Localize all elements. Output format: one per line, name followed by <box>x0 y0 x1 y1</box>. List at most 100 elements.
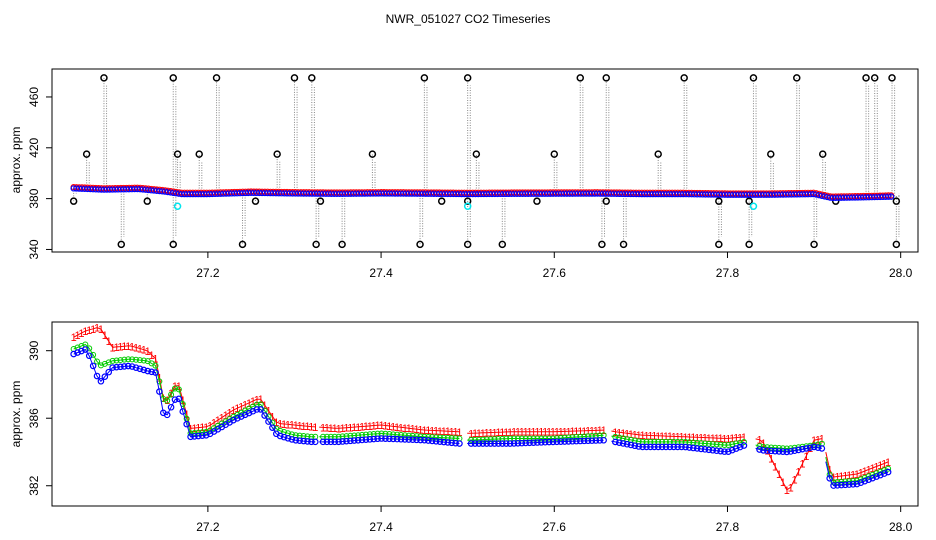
series-1-point: 1 <box>78 328 84 340</box>
spike-point <box>576 74 585 82</box>
series-1-point: 1 <box>149 350 155 362</box>
series-3-point <box>830 482 837 489</box>
series-3-point <box>304 438 311 445</box>
series-2-point <box>436 434 443 441</box>
top-marks <box>69 74 901 249</box>
series-3-point <box>331 438 339 446</box>
series-3-point <box>861 477 869 485</box>
spike-point <box>338 240 346 249</box>
spike-point <box>498 240 507 249</box>
series-1-point: 1 <box>117 342 123 354</box>
series-1-point: 1 <box>207 420 213 432</box>
series-1-point: 1 <box>355 422 361 434</box>
series-1-point: 1 <box>226 408 232 420</box>
series-3-point <box>873 473 880 480</box>
series-1-point: 1 <box>495 427 501 439</box>
series-2-point <box>105 359 112 366</box>
series-3-point <box>530 439 537 446</box>
series-1-point: 1 <box>425 425 431 437</box>
series-3-point <box>366 436 374 443</box>
series-3-point <box>440 438 448 446</box>
series-1-point: 1 <box>199 422 205 434</box>
series-3-point <box>257 406 265 413</box>
series-1-point: 1 <box>449 426 455 438</box>
series-2-point <box>776 445 783 452</box>
series-2-point <box>561 434 568 441</box>
series-1-point: 1 <box>729 433 735 445</box>
series-3-point <box>631 442 639 450</box>
series-3-point <box>678 443 685 451</box>
series-3-point <box>389 435 397 443</box>
series-2-point <box>397 431 404 438</box>
spike-point <box>312 240 320 249</box>
series-3-point <box>877 471 884 479</box>
series-1-point: 1 <box>320 422 326 434</box>
series-3-point <box>245 409 253 417</box>
series-1-point: 1 <box>145 346 151 358</box>
series-2-point <box>121 356 128 363</box>
series-3-point <box>296 437 303 444</box>
series-2-point <box>417 433 424 440</box>
series-1-point: 1 <box>234 403 240 415</box>
series-1-point: 1 <box>538 427 544 439</box>
series-3-point <box>545 438 553 446</box>
series-3-point <box>580 437 588 445</box>
series-3-point <box>292 436 300 444</box>
series-3-point <box>740 442 748 449</box>
series-3-point <box>444 439 452 446</box>
series-1-point: 1 <box>764 446 770 458</box>
series-1-point: 1 <box>339 423 345 435</box>
spike-point <box>273 150 281 158</box>
series-3-point <box>658 443 666 451</box>
series-2-point <box>468 437 475 444</box>
series-1-point: 1 <box>90 324 96 336</box>
spike-point <box>169 74 177 82</box>
series-3-point <box>136 365 144 373</box>
series-3-point <box>810 443 818 451</box>
series-1-point: 1 <box>542 427 548 439</box>
series-1-point: 1 <box>375 420 381 432</box>
spike-point <box>745 240 753 249</box>
series-3-point <box>615 439 623 446</box>
series-3-point <box>537 439 545 446</box>
series-3-point <box>619 440 627 447</box>
series-3-point <box>436 438 444 445</box>
series-3-point <box>495 440 502 447</box>
series-3-point <box>409 436 416 444</box>
spike-point <box>420 74 429 82</box>
x-tick-label-0: 27.2 <box>196 520 220 534</box>
series-1-point: 1 <box>675 432 681 444</box>
series-2-point <box>842 478 849 485</box>
series-3-point <box>849 481 857 488</box>
series-1-point: 1 <box>725 433 731 445</box>
series-3-point <box>280 433 288 441</box>
series-1-point: 1 <box>527 427 533 439</box>
series-3-point <box>183 420 190 428</box>
series-1-point: 1 <box>336 423 342 435</box>
series-2-point <box>401 432 408 439</box>
series-1-point: 1 <box>74 330 80 342</box>
spike-point <box>602 74 610 82</box>
series-3-point <box>514 439 522 447</box>
series-3-point <box>284 434 292 442</box>
series-3-point <box>818 445 826 452</box>
series-3-point <box>109 364 116 371</box>
series-2-point <box>768 444 775 451</box>
series-3-point <box>689 444 697 452</box>
series-1-point: 1 <box>780 477 786 489</box>
series-3-point <box>588 437 596 444</box>
spike-point <box>169 240 177 249</box>
series-2-point <box>557 435 564 442</box>
x-tick-label-4: 28.0 <box>889 266 913 280</box>
spike-point <box>793 74 801 82</box>
series-3-point <box>378 435 385 442</box>
series-1-point: 1 <box>756 435 762 447</box>
series-3-point <box>795 446 802 454</box>
spike-point <box>749 74 758 82</box>
spike-point <box>715 197 723 205</box>
series-3-point <box>386 435 393 443</box>
series-1-point: 1 <box>694 432 700 444</box>
series-3-point <box>491 440 498 447</box>
series-1-point: 1 <box>714 433 720 445</box>
series-1-point: 1 <box>620 428 626 440</box>
